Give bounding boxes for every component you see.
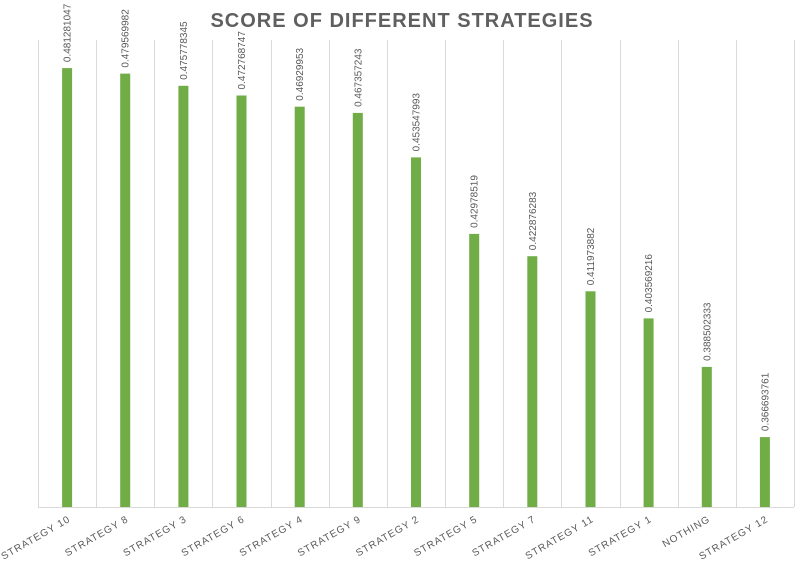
bar [759,437,770,507]
data-label: 0.388502333 [702,302,713,361]
category-tick-label: STRATEGY 8 [63,514,130,559]
chart-title: SCORE OF DIFFERENT STRATEGIES [210,10,593,32]
category-tick-label: STRATEGY 2 [354,514,421,559]
data-label: 0.366693761 [760,372,771,431]
grid-lines [38,40,795,507]
category-tick-label: STRATEGY 6 [180,514,247,559]
bar [643,318,654,507]
category-tick-label: STRATEGY 9 [296,514,363,559]
bar [178,85,189,508]
category-tick-label: STRATEGY 3 [122,514,189,559]
data-label: 0.411973882 [586,227,597,285]
bar [236,95,247,507]
bar [62,68,73,507]
bar [585,291,596,507]
category-tick-label: STRATEGY 5 [412,514,479,559]
data-label: 0.481281047 [63,3,74,62]
data-label: 0.403569216 [644,254,655,313]
category-tick-label: STRATEGY 10 [0,514,73,562]
data-label: 0.42978519 [470,175,481,228]
data-label: 0.453547993 [412,93,423,152]
category-tick-label: STRATEGY 4 [238,514,305,559]
bar [411,157,421,507]
bar [701,366,712,507]
category-tick-label: STRATEGY 1 [587,514,654,559]
bar [120,73,131,507]
data-label: 0.467357243 [353,48,364,107]
bar [352,112,363,508]
data-labels: 0.481281047 0.479569982 0.475778345 0.47276… [63,3,772,431]
bar [527,256,538,507]
bar [294,106,305,507]
bar [469,233,480,507]
data-label: 0.479569982 [121,9,132,68]
category-tick-label: NOTHING [661,514,712,550]
data-label: 0.422876283 [528,191,539,250]
bar-series [62,68,770,508]
data-label: 0.475778345 [179,21,190,80]
data-label: 0.472768747 [237,31,248,90]
data-label: 0.46929953 [295,47,306,100]
